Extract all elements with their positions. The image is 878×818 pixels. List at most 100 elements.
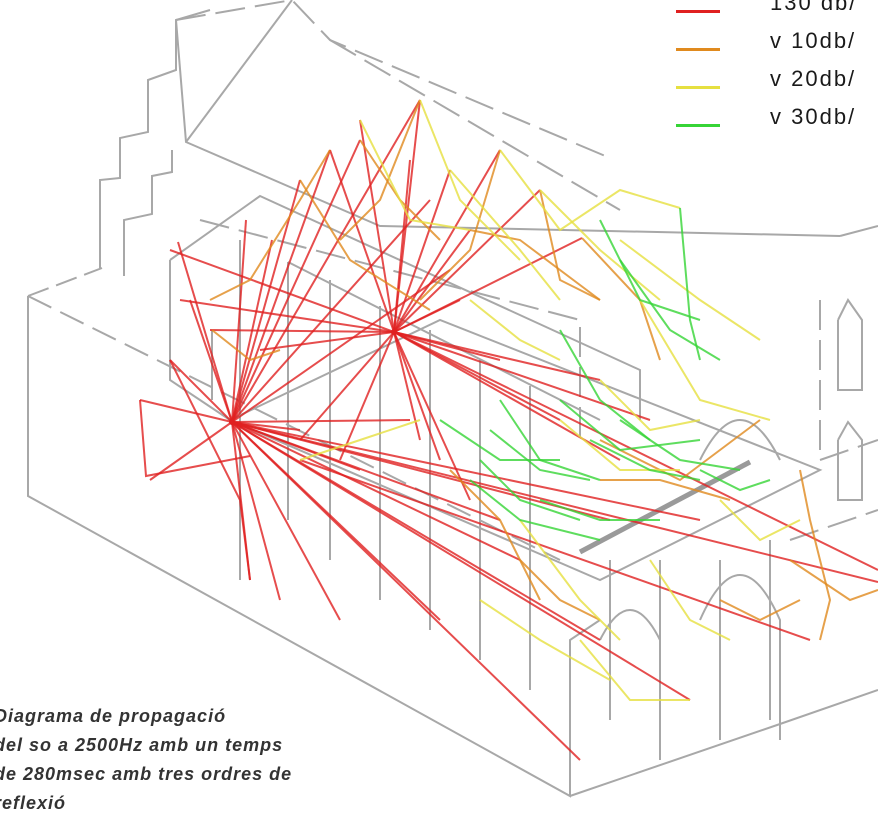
sound-ray	[600, 479, 731, 501]
building-eave-left	[27, 295, 561, 561]
church-building-outline	[27, 0, 878, 798]
sound-ray	[559, 419, 680, 471]
sound-ray	[231, 269, 451, 423]
sound-ray	[259, 331, 395, 351]
sound-ray	[231, 179, 301, 423]
sound-ray	[639, 299, 771, 421]
receiver-array	[578, 459, 752, 555]
building-front-wall	[27, 296, 571, 798]
sound-source-secondary	[391, 329, 397, 335]
sound-ray	[393, 169, 451, 333]
right-facade-arch-2	[837, 420, 863, 501]
nave-roof	[169, 194, 641, 420]
sound-ray	[149, 421, 233, 481]
sound-ray	[211, 329, 281, 362]
sound-ray	[231, 421, 581, 761]
sound-ray	[699, 469, 771, 492]
sound-ray	[339, 331, 395, 461]
stepped-tower-inner	[123, 150, 173, 276]
legend-swatch-orange	[676, 48, 720, 51]
sound-ray	[209, 329, 395, 333]
caption-line-1: Diagrama de propagació	[0, 706, 227, 726]
roof-eave	[175, 19, 841, 237]
sound-ray	[393, 229, 471, 333]
sound-ray	[169, 249, 395, 333]
sound-ray	[469, 479, 601, 541]
sound-ray	[393, 149, 501, 333]
legend-swatch-green	[676, 124, 720, 127]
sound-ray	[231, 421, 878, 583]
sound-ray	[339, 99, 421, 241]
sound-ray	[393, 331, 651, 421]
roof-ridge	[175, 0, 611, 159]
sound-ray	[231, 421, 361, 471]
sound-ray	[719, 599, 801, 622]
sound-ray	[329, 149, 395, 333]
sound-ray	[299, 459, 811, 641]
sound-ray	[393, 299, 461, 333]
sound-ray	[799, 469, 832, 641]
sound-ray	[231, 421, 521, 561]
right-facade	[839, 225, 878, 237]
sound-ray	[393, 331, 601, 381]
sound-ray	[789, 559, 878, 602]
sound-ray	[393, 331, 878, 571]
sound-ray	[189, 299, 233, 423]
sound-ray	[299, 179, 431, 311]
sound-ray	[599, 219, 701, 321]
sound-ray	[179, 299, 395, 333]
right-facade-edge	[819, 300, 878, 462]
right-facade-arch	[837, 298, 863, 391]
right-base	[789, 509, 878, 541]
caption-line-2: del so a 2500Hz amb un temps	[0, 735, 284, 755]
sound-ray	[499, 149, 681, 232]
building-base-right	[569, 689, 878, 797]
sound-ray	[393, 331, 471, 501]
sound-ray	[539, 499, 660, 521]
sound-ray	[619, 419, 741, 471]
sound-ray	[649, 559, 731, 641]
legend-label: v 10db/	[770, 28, 857, 53]
sound-ray	[479, 599, 611, 681]
sound-ray	[579, 639, 690, 701]
sound-ray	[619, 259, 721, 361]
sound-ray	[231, 139, 361, 423]
sound-ray	[231, 199, 431, 423]
sound-ray	[469, 229, 601, 301]
receiver-line	[578, 459, 752, 555]
sound-ray	[177, 241, 233, 423]
sound-ray	[231, 421, 691, 701]
nave-floor	[229, 318, 823, 582]
sound-ray	[589, 439, 701, 481]
sound-ray	[559, 329, 651, 441]
legend-label: v 20db/	[770, 66, 857, 91]
sound-ray	[299, 331, 395, 441]
sound-ray	[231, 421, 301, 431]
legend-label: 130 db/	[770, 0, 858, 15]
sound-ray	[489, 429, 591, 481]
sound-ray	[231, 421, 281, 601]
sound-ray	[359, 119, 471, 231]
sound-ray	[519, 519, 621, 641]
nave-wall-inner	[199, 219, 581, 440]
sound-ray	[519, 559, 601, 621]
legend-item-30db: v 30db/	[676, 104, 878, 144]
sound-ray	[231, 421, 701, 521]
legend-item-20db: v 20db/	[676, 66, 878, 106]
legend-swatch-yellow	[676, 86, 720, 89]
sound-ray	[449, 169, 561, 301]
sound-ray	[479, 459, 581, 521]
legend-item-130db: 130 db/	[676, 0, 878, 30]
sound-ray	[231, 421, 341, 621]
sound-ray	[419, 149, 501, 301]
apse-arch	[699, 419, 781, 461]
sound-ray	[299, 419, 421, 461]
roof-line-2	[185, 0, 293, 143]
sound-ray	[359, 119, 395, 333]
sound-ray	[139, 399, 233, 423]
sound-ray	[231, 219, 247, 423]
sound-ray	[469, 299, 561, 361]
sound-ray	[439, 419, 560, 461]
building-top-left-wall	[27, 267, 103, 297]
